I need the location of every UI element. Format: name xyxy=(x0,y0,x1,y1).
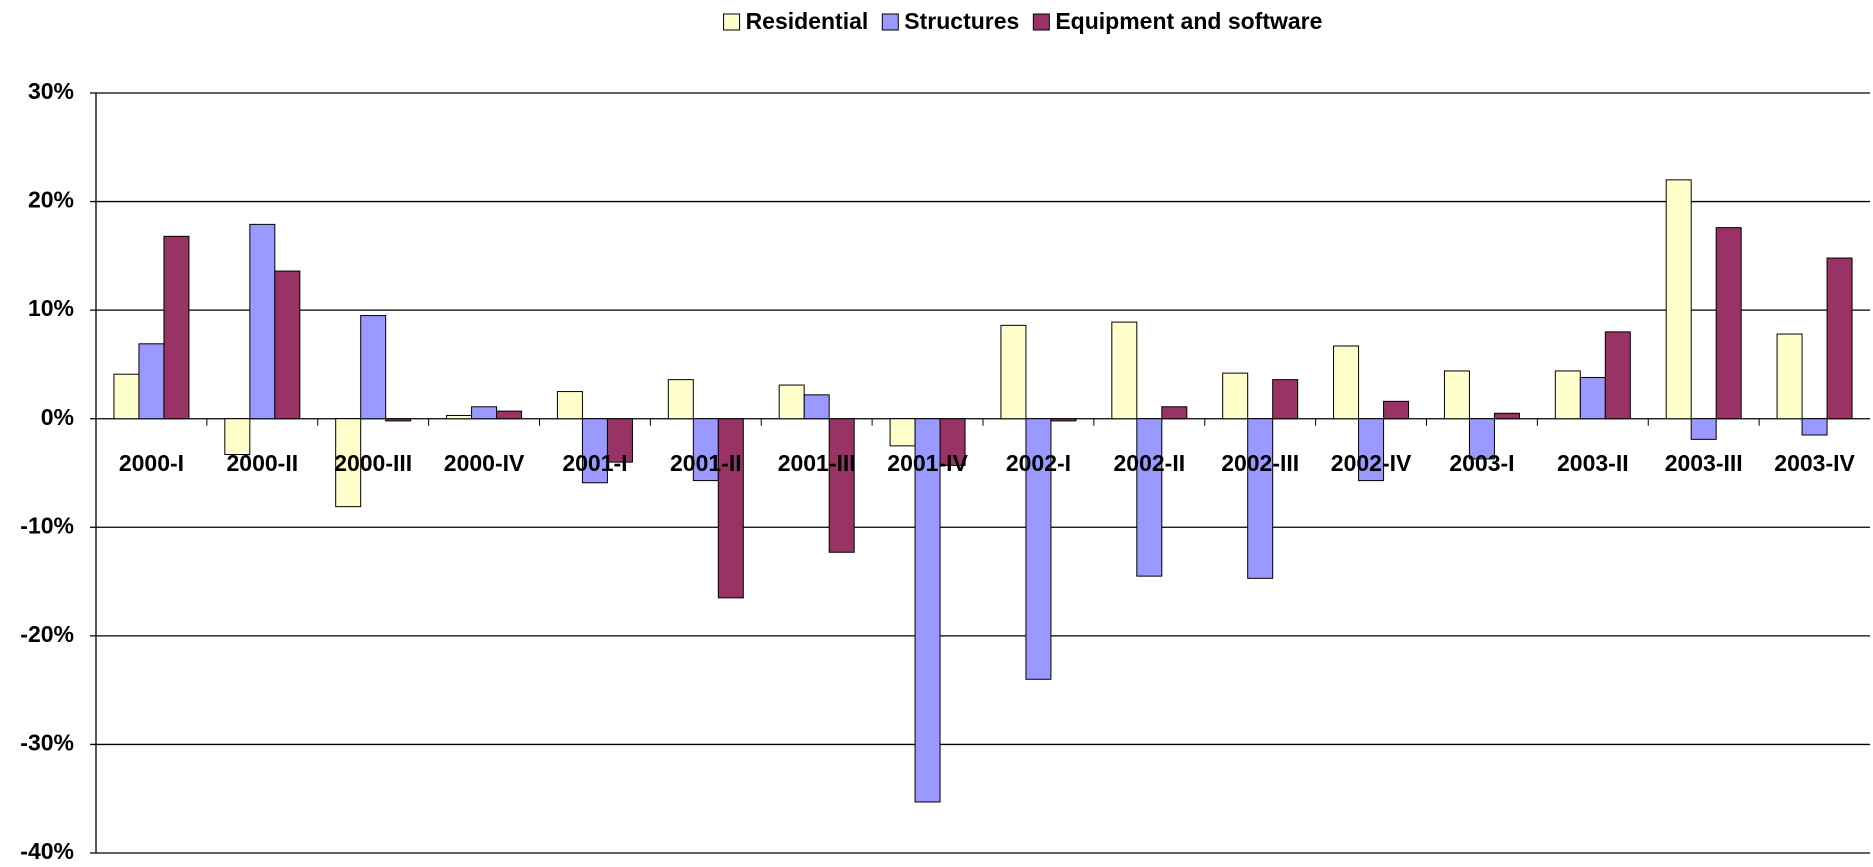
bar xyxy=(1111,321,1138,420)
bar xyxy=(1604,331,1631,420)
x-tick-label: 2000-IV xyxy=(444,450,525,476)
x-tick-label: 2003-III xyxy=(1665,450,1743,476)
bar xyxy=(717,418,744,599)
bar xyxy=(1801,418,1828,436)
bar xyxy=(1247,418,1274,579)
bar xyxy=(335,418,362,508)
legend: Residential Structures Equipment and softw… xyxy=(723,8,1322,34)
x-tick-label: 2001-II xyxy=(670,450,742,476)
bar xyxy=(1000,324,1027,420)
x-tick-label: 2002-II xyxy=(1114,450,1186,476)
legend-swatch xyxy=(1032,13,1050,31)
bar xyxy=(1776,333,1803,420)
y-tick-label: -10% xyxy=(20,512,74,538)
bar xyxy=(1493,412,1520,420)
legend-swatch xyxy=(723,13,741,31)
bar xyxy=(692,418,719,482)
legend-swatch xyxy=(881,13,899,31)
bar xyxy=(667,379,694,420)
bar xyxy=(1383,400,1410,420)
bar xyxy=(803,394,830,420)
bar xyxy=(1579,376,1606,420)
bar xyxy=(1826,257,1853,420)
y-tick-label: 30% xyxy=(28,78,74,104)
bar xyxy=(496,410,523,420)
bar xyxy=(914,418,941,803)
bar xyxy=(113,373,140,420)
y-tick-label: -40% xyxy=(20,838,74,864)
bar xyxy=(1665,179,1692,420)
bar xyxy=(1358,418,1385,482)
bar xyxy=(224,418,251,456)
bar xyxy=(385,418,412,422)
bar xyxy=(1333,345,1360,420)
bar xyxy=(138,343,165,420)
bar xyxy=(1715,227,1742,420)
x-tick-label: 2000-II xyxy=(227,450,299,476)
x-tick-label: 2001-IV xyxy=(887,450,968,476)
bar xyxy=(939,418,966,466)
bar xyxy=(889,418,916,447)
bar xyxy=(828,418,855,553)
bar xyxy=(581,418,608,484)
x-tick-label: 2003-I xyxy=(1449,450,1514,476)
bar xyxy=(1554,370,1581,420)
x-tick-label: 2001-III xyxy=(778,450,856,476)
bar xyxy=(446,414,473,420)
bar xyxy=(1161,406,1188,420)
bar xyxy=(1136,418,1163,577)
x-tick-label: 2001-I xyxy=(562,450,627,476)
y-tick-label: 0% xyxy=(41,404,74,430)
bar xyxy=(1690,418,1717,440)
x-tick-label: 2002-I xyxy=(1006,450,1071,476)
bar xyxy=(360,315,387,420)
bar xyxy=(556,391,583,420)
y-tick-label: -30% xyxy=(20,730,74,756)
y-tick-label: -20% xyxy=(20,621,74,647)
x-tick-label: 2003-IV xyxy=(1774,450,1855,476)
bar xyxy=(471,406,498,420)
y-tick-label: 20% xyxy=(28,187,74,213)
legend-label: Structures xyxy=(904,8,1019,34)
x-tick-label: 2003-II xyxy=(1557,450,1629,476)
x-tick-label: 2000-I xyxy=(119,450,184,476)
bar xyxy=(274,270,301,420)
x-tick-label: 2002-III xyxy=(1221,450,1299,476)
bar xyxy=(249,223,276,420)
bar xyxy=(163,235,190,420)
bar xyxy=(778,384,805,420)
x-tick-label: 2000-III xyxy=(334,450,412,476)
bar xyxy=(1025,418,1052,680)
bar xyxy=(1468,418,1495,460)
bar xyxy=(606,418,633,463)
legend-label: Residential xyxy=(746,8,869,34)
bar xyxy=(1443,370,1470,420)
y-tick-label: 10% xyxy=(28,295,74,321)
x-tick-label: 2002-IV xyxy=(1331,450,1412,476)
bar xyxy=(1272,379,1299,420)
bar xyxy=(1222,372,1249,420)
bar xyxy=(1050,418,1077,422)
legend-label: Equipment and software xyxy=(1055,8,1322,34)
